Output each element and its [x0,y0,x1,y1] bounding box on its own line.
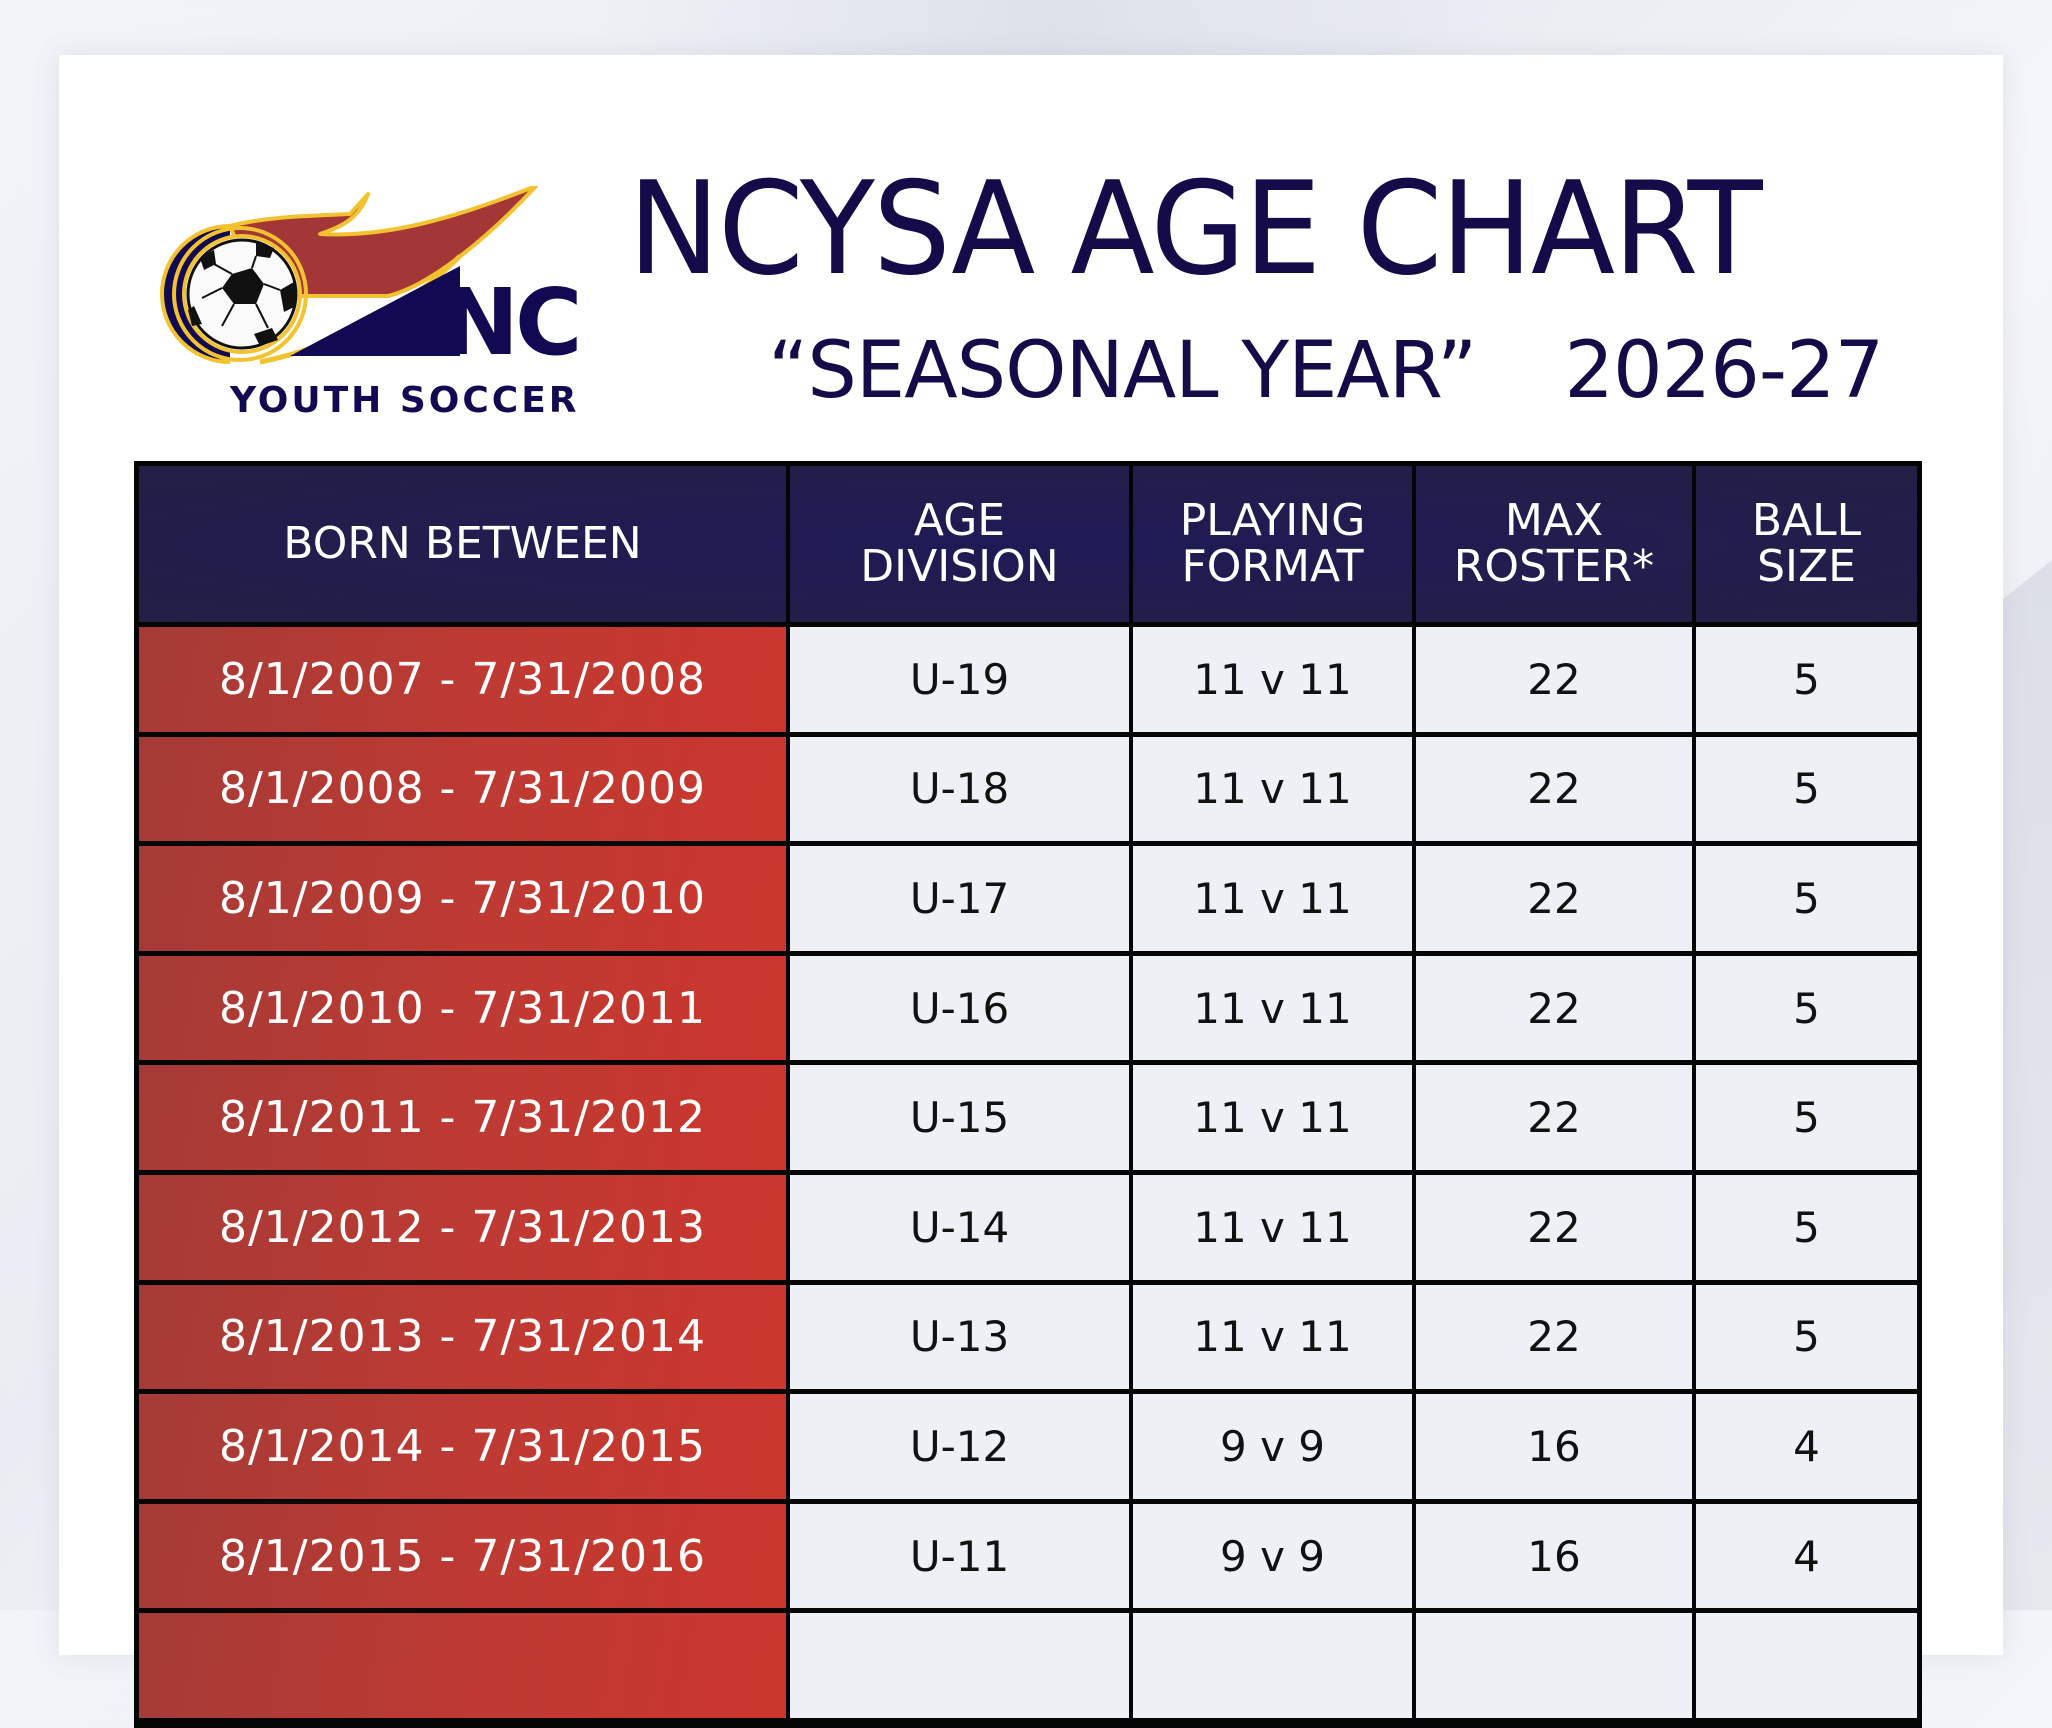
table-row: 8/1/2014 - 7/31/2015 U-12 9 v 9 16 4 [139,1394,1917,1504]
age-division-cell: U-19 [790,627,1133,732]
nc-youth-soccer-logo: NC YOUTH SOCCER [160,184,600,422]
table-row [139,1613,1917,1723]
playing-format-cell: 11 v 11 [1133,627,1416,732]
max-roster-cell: 16 [1416,1394,1696,1499]
playing-format-cell [1133,1613,1416,1718]
ball-size-cell: 5 [1696,955,1917,1061]
age-division-cell: U-17 [790,846,1133,951]
max-roster-cell: 22 [1416,736,1696,842]
max-roster-cell: 22 [1416,1065,1696,1170]
seasonal-year-label: “SEASONAL YEAR” [768,326,1477,416]
column-header-ball-size: BALL SIZE [1751,495,1862,592]
max-roster-cell: 22 [1416,1284,1696,1390]
playing-format-cell: 9 v 9 [1133,1394,1416,1499]
table-row: 8/1/2010 - 7/31/2011 U-16 11 v 11 22 5 [139,955,1917,1066]
svg-text:NC: NC [442,269,579,376]
season-year: 2026-27 [1564,326,1884,416]
born-between-cell: 8/1/2011 - 7/31/2012 [139,1065,790,1170]
ball-size-cell: 5 [1696,1174,1917,1280]
playing-format-cell: 11 v 11 [1133,736,1416,842]
max-roster-cell: 16 [1416,1503,1696,1609]
max-roster-cell [1416,1613,1696,1718]
age-division-cell: U-14 [790,1174,1133,1280]
born-between-cell: 8/1/2014 - 7/31/2015 [139,1394,790,1499]
column-header-born-between: BORN BETWEEN [139,466,790,622]
table-row: 8/1/2012 - 7/31/2013 U-14 11 v 11 22 5 [139,1174,1917,1285]
born-between-cell: 8/1/2012 - 7/31/2013 [139,1174,790,1280]
table-row: 8/1/2008 - 7/31/2009 U-18 11 v 11 22 5 [139,736,1917,847]
table-row: 8/1/2011 - 7/31/2012 U-15 11 v 11 22 5 [139,1065,1917,1175]
table-header-row: BORN BETWEEN AGE DIVISION PLAYING FORMAT M… [139,466,1917,627]
playing-format-cell: 11 v 11 [1133,1065,1416,1170]
ball-size-cell: 5 [1696,736,1917,842]
table-row: 8/1/2007 - 7/31/2008 U-19 11 v 11 22 5 [139,627,1917,737]
column-header-age-division: AGE DIVISION [790,466,1133,622]
playing-format-cell: 11 v 11 [1133,1174,1416,1280]
max-roster-cell: 22 [1416,1174,1696,1280]
age-chart-table: BORN BETWEEN AGE DIVISION PLAYING FORMAT M… [134,461,1922,1728]
ball-size-cell [1696,1613,1917,1718]
ball-size-cell: 5 [1696,846,1917,951]
age-division-cell: U-15 [790,1065,1133,1170]
page-subtitle: “SEASONAL YEAR” 2026-27 [768,326,1884,416]
table-row: 8/1/2013 - 7/31/2014 U-13 11 v 11 22 5 [139,1284,1917,1395]
age-division-cell: U-11 [790,1503,1133,1609]
born-between-cell: 8/1/2007 - 7/31/2008 [139,627,790,732]
age-division-cell: U-13 [790,1284,1133,1390]
ball-size-cell: 4 [1696,1503,1917,1609]
soccer-ball-icon [182,234,302,354]
born-between-cell: 8/1/2008 - 7/31/2009 [139,736,790,842]
table-row: 8/1/2009 - 7/31/2010 U-17 11 v 11 22 5 [139,846,1917,956]
born-between-cell [139,1613,790,1718]
max-roster-cell: 22 [1416,846,1696,951]
ball-size-cell: 5 [1696,627,1917,732]
ball-size-cell: 5 [1696,1284,1917,1390]
table-row: 8/1/2015 - 7/31/2016 U-11 9 v 9 16 4 [139,1503,1917,1614]
page-title: NCYSA AGE CHART [628,155,1763,304]
playing-format-cell: 11 v 11 [1133,846,1416,951]
age-division-cell: U-12 [790,1394,1133,1499]
svg-text:YOUTH SOCCER: YOUTH SOCCER [229,380,580,421]
ball-size-cell: 4 [1696,1394,1917,1499]
background-decoration [2002,560,2052,1610]
age-division-cell [790,1613,1133,1718]
born-between-cell: 8/1/2013 - 7/31/2014 [139,1284,790,1390]
max-roster-cell: 22 [1416,955,1696,1061]
max-roster-cell: 22 [1416,627,1696,732]
playing-format-cell: 11 v 11 [1133,1284,1416,1390]
background-decoration [600,0,1500,60]
playing-format-cell: 11 v 11 [1133,955,1416,1061]
ball-size-cell: 5 [1696,1065,1917,1170]
column-header-playing-format: PLAYING FORMAT [1133,466,1416,622]
playing-format-cell: 9 v 9 [1133,1503,1416,1609]
age-division-cell: U-18 [790,736,1133,842]
age-division-cell: U-16 [790,955,1133,1061]
born-between-cell: 8/1/2015 - 7/31/2016 [139,1503,790,1609]
born-between-cell: 8/1/2010 - 7/31/2011 [139,955,790,1061]
born-between-cell: 8/1/2009 - 7/31/2010 [139,846,790,951]
column-header-max-roster: MAX ROSTER* [1416,466,1696,622]
